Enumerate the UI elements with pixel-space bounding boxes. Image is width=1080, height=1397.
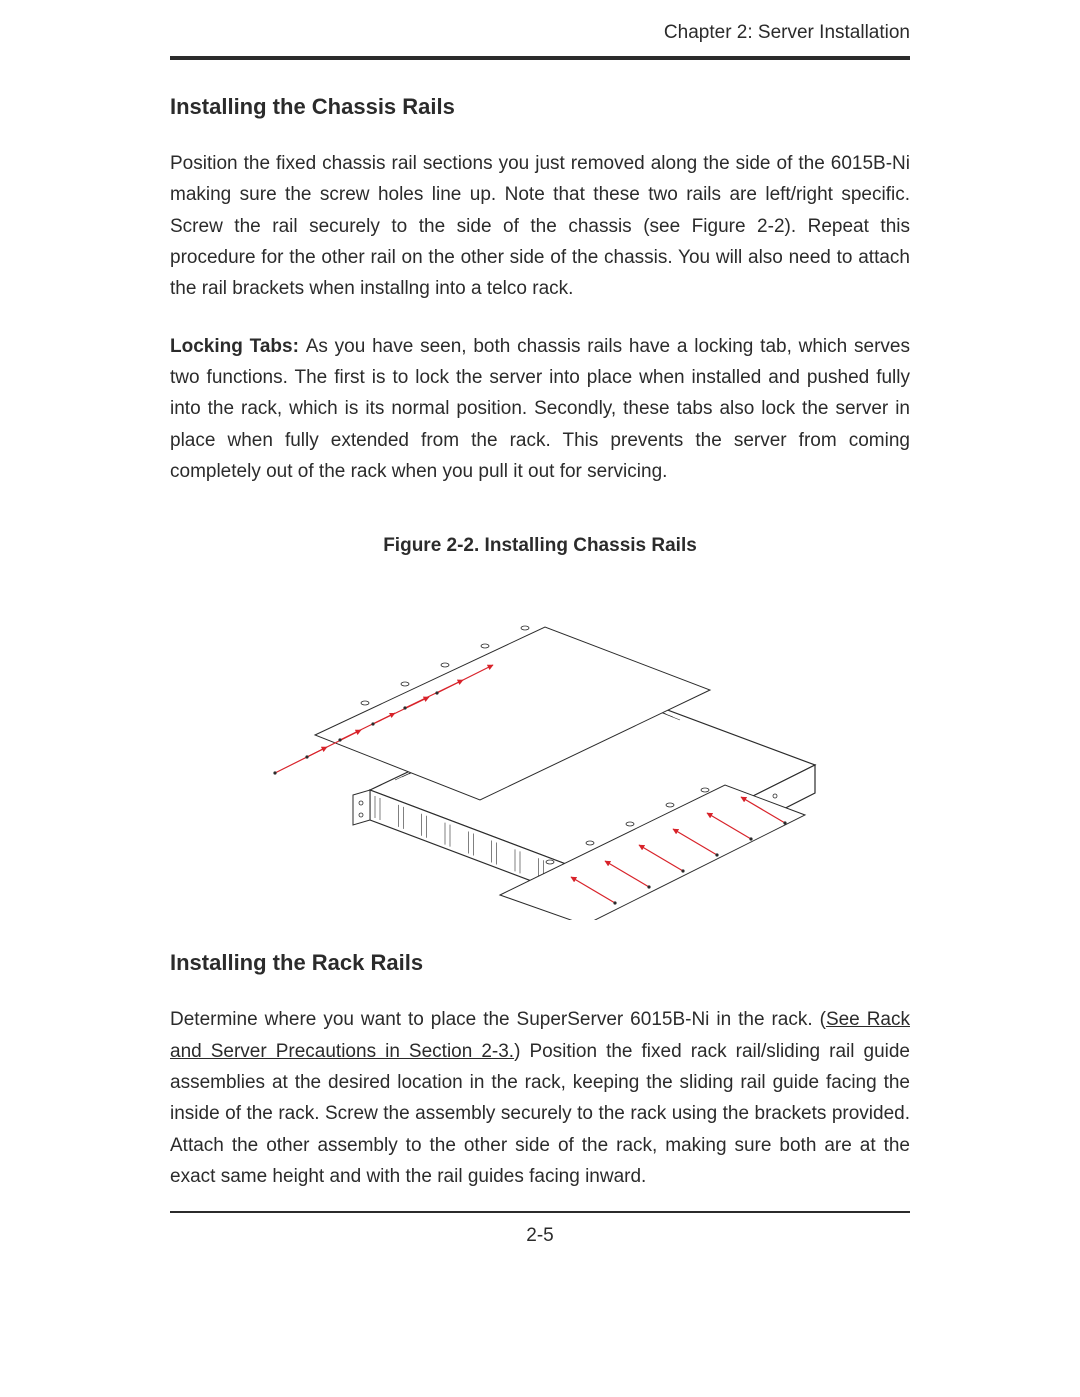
section-heading-1: Installing the Chassis Rails	[170, 94, 910, 120]
page-header: Chapter 2: Server Installation	[170, 22, 910, 50]
header-rule	[170, 56, 910, 60]
paragraph-3: Determine where you want to place the Su…	[170, 1004, 910, 1192]
footer-rule	[170, 1211, 910, 1213]
paragraph-2: Locking Tabs: As you have seen, both cha…	[170, 331, 910, 488]
page-number: 2-5	[170, 1225, 910, 1247]
paragraph-3-a: Determine where you want to place the Su…	[170, 1009, 826, 1030]
figure-2-2	[245, 575, 835, 920]
paragraph-1: Position the fixed chassis rail sections…	[170, 148, 910, 305]
paragraph-2-body: As you have seen, both chassis rails hav…	[170, 336, 910, 482]
locking-tabs-label: Locking Tabs:	[170, 336, 306, 357]
page: Chapter 2: Server Installation Installin…	[0, 0, 1080, 1397]
figure-caption: Figure 2-2. Installing Chassis Rails	[170, 535, 910, 557]
paragraph-3-b: ) Position the fixed rack rail/sliding r…	[170, 1041, 910, 1187]
section-heading-2: Installing the Rack Rails	[170, 950, 910, 976]
